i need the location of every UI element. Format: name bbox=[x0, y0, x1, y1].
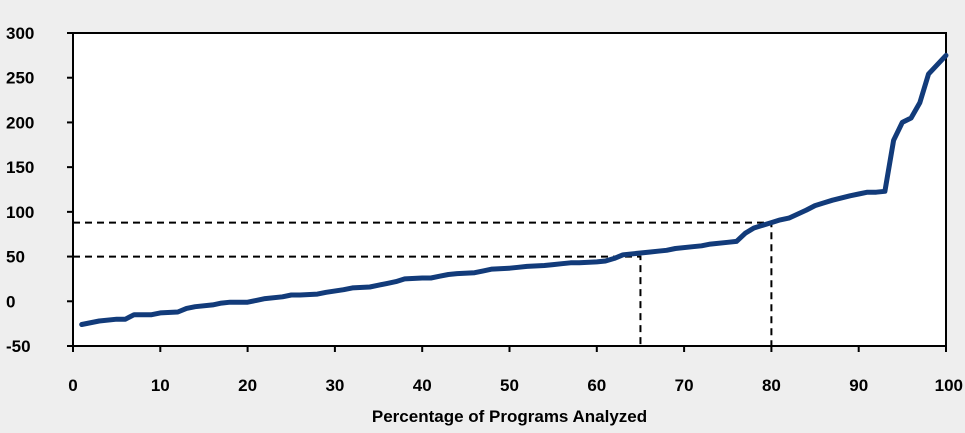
x-tick-label: 100 bbox=[935, 376, 963, 395]
x-tick-label: 70 bbox=[675, 376, 694, 395]
x-tick-label: 10 bbox=[151, 376, 170, 395]
x-tick-label: 60 bbox=[587, 376, 606, 395]
y-tick-label: 300 bbox=[6, 24, 34, 43]
x-axis-ticks: 0 10 20 30 40 50 60 70 80 90 100 bbox=[68, 346, 963, 395]
y-tick-label: 50 bbox=[6, 248, 25, 267]
plot-area bbox=[72, 32, 947, 347]
x-tick-label: 0 bbox=[68, 376, 77, 395]
y-tick-label: 0 bbox=[6, 292, 15, 311]
series-line bbox=[79, 52, 949, 327]
y-axis-ticks: -50 0 50 100 150 200 250 300 bbox=[6, 24, 73, 356]
x-tick-label: 90 bbox=[849, 376, 868, 395]
y-tick-label: 100 bbox=[6, 203, 34, 222]
x-tick-label: 30 bbox=[325, 376, 344, 395]
y-tick-label: 200 bbox=[6, 113, 34, 132]
x-tick-label: 50 bbox=[500, 376, 519, 395]
y-tick-label: 150 bbox=[6, 158, 34, 177]
x-axis-title: Percentage of Programs Analyzed bbox=[372, 407, 647, 426]
x-tick-label: 80 bbox=[762, 376, 781, 395]
y-tick-label: -50 bbox=[6, 337, 31, 356]
x-tick-label: 20 bbox=[238, 376, 257, 395]
series-group bbox=[79, 52, 949, 327]
reference-line bbox=[73, 255, 642, 346]
x-tick-label: 40 bbox=[413, 376, 432, 395]
y-tick-label: 250 bbox=[6, 69, 34, 88]
